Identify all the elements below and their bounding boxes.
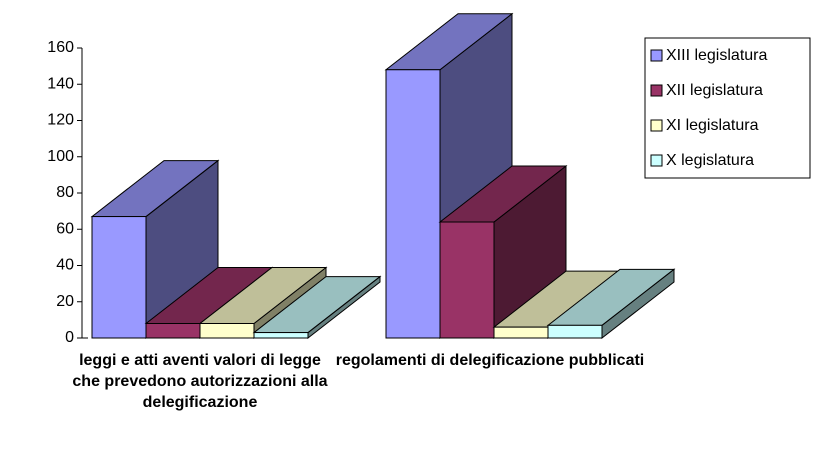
legend-label: XII legislatura: [666, 82, 763, 99]
y-tick-label: 60: [56, 220, 74, 237]
y-tick-label: 40: [56, 257, 74, 274]
x-tick-label: regolamenti di delegificazione pubblicat…: [335, 352, 645, 369]
y-tick-label: 20: [56, 293, 74, 310]
legend-swatch: [650, 49, 663, 62]
y-tick-label: 100: [47, 148, 74, 165]
legend-swatch: [650, 154, 663, 167]
bar: [91, 216, 147, 339]
y-tick-label: 120: [47, 112, 74, 129]
legend-label: XIII legislatura: [666, 47, 767, 64]
bar: [145, 323, 201, 339]
bar: [253, 332, 309, 339]
bar: [439, 221, 495, 339]
y-tick-label: 160: [47, 39, 74, 56]
bar: [385, 69, 441, 339]
bar: [493, 326, 549, 339]
bar: [547, 324, 603, 339]
legend-swatch: [650, 119, 663, 132]
y-tick-label: 0: [65, 329, 74, 346]
y-tick-label: 80: [56, 184, 74, 201]
legend-box: [644, 37, 811, 179]
bar: [199, 323, 255, 339]
y-tick-label: 140: [47, 75, 74, 92]
legend-label: XI legislatura: [666, 117, 759, 134]
legend-swatch: [650, 84, 663, 97]
x-tick-label: leggi e atti aventi valori di legge che …: [72, 352, 328, 411]
legend-label: X legislatura: [666, 152, 754, 169]
